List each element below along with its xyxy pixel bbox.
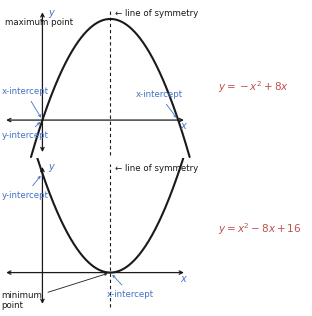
- Text: x: x: [180, 274, 186, 284]
- Text: $y = -x^2 + 8x$: $y = -x^2 + 8x$: [218, 79, 290, 95]
- Text: y: y: [48, 162, 54, 172]
- Text: y-intercept: y-intercept: [2, 176, 49, 200]
- Text: y-intercept: y-intercept: [2, 123, 49, 140]
- Text: x-intercept: x-intercept: [136, 90, 183, 117]
- Text: ← line of symmetry: ← line of symmetry: [115, 9, 199, 18]
- Text: minimum
point: minimum point: [2, 273, 107, 310]
- Text: maximum point: maximum point: [5, 18, 73, 27]
- Text: x-intercept: x-intercept: [107, 275, 154, 299]
- Text: x-intercept: x-intercept: [2, 87, 49, 117]
- Text: x: x: [180, 121, 186, 131]
- Text: y: y: [48, 8, 54, 18]
- Text: $y = x^2 - 8x + 16$: $y = x^2 - 8x + 16$: [218, 221, 302, 237]
- Text: ← line of symmetry: ← line of symmetry: [115, 164, 199, 173]
